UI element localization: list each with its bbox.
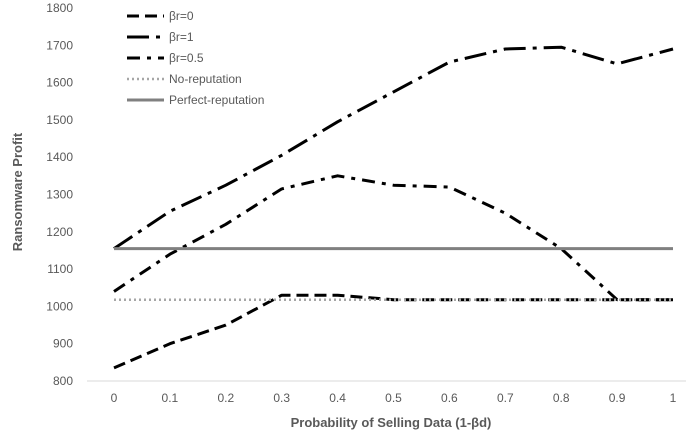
y-tick-label: 1300 [46, 188, 73, 202]
x-tick-label: 0.9 [609, 391, 626, 405]
x-tick-label: 0.4 [329, 391, 346, 405]
series-line-2 [113, 45, 674, 250]
y-tick-label: 1400 [46, 150, 73, 164]
series-layer [113, 45, 674, 370]
legend-label: βr=0.5 [169, 51, 204, 65]
x-tick-label: 0.2 [217, 391, 234, 405]
series-line-1 [113, 293, 673, 370]
x-tick-label: 0.5 [385, 391, 402, 405]
x-tick-label: 0.7 [497, 391, 514, 405]
legend-label: βr=1 [169, 30, 194, 44]
x-tick-label: 0.3 [273, 391, 290, 405]
x-tick-label: 0.1 [162, 391, 179, 405]
y-tick-label: 1800 [46, 1, 73, 15]
y-tick-label: 1200 [46, 225, 73, 239]
x-tick-label: 0.6 [441, 391, 458, 405]
x-tick-label: 0.8 [553, 391, 570, 405]
x-axis-ticks: 0 0.1 0.2 0.3 0.4 0.5 0.6 0.7 0.8 0.9 1 [111, 391, 677, 405]
y-tick-label: 900 [53, 337, 73, 351]
y-axis-title: Ransomware Profit [10, 132, 25, 251]
x-tick-label: 0 [111, 391, 118, 405]
y-tick-label: 1100 [47, 262, 73, 276]
legend: βr=0 βr=1 βr=0.5 No-reputation Perfect-reput… [127, 9, 264, 107]
x-tick-label: 1 [670, 391, 677, 405]
y-tick-label: 800 [53, 374, 73, 388]
legend-label: βr=0 [169, 9, 194, 23]
y-tick-label: 1500 [46, 113, 73, 127]
y-tick-label: 1600 [46, 76, 73, 90]
legend-label: Perfect-reputation [169, 93, 264, 107]
series-line-3 [113, 174, 673, 302]
legend-label: No-reputation [169, 72, 242, 86]
x-axis-title: Probability of Selling Data (1-βd) [291, 415, 492, 430]
y-tick-label: 1000 [46, 299, 73, 313]
y-tick-label: 1700 [46, 38, 73, 52]
y-axis-ticks: 800 900 1000 1100 1200 1300 1400 1500 1600 1700 18… [46, 1, 73, 388]
